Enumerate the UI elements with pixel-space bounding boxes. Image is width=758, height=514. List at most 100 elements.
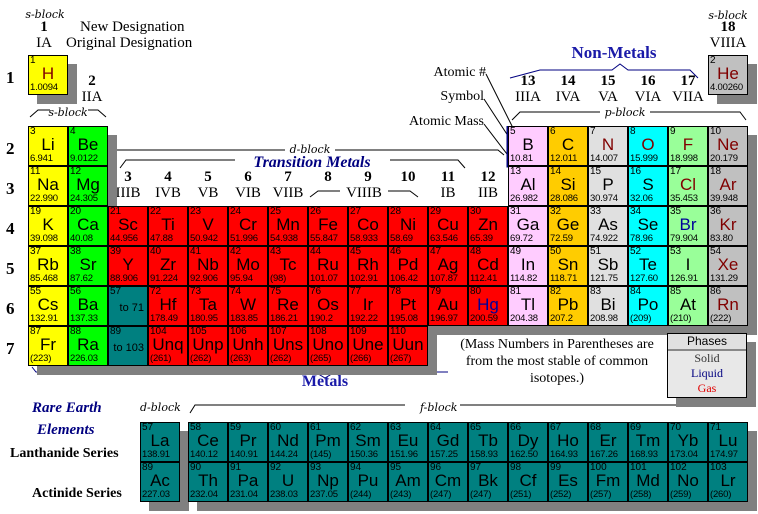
element-cell-Unp[interactable]: 105 Unp (262)	[188, 326, 228, 366]
element-cell-Dy[interactable]: 66 Dy 162.50	[508, 422, 548, 462]
element-cell-Se[interactable]: 34 Se 78.96	[628, 206, 668, 246]
element-cell-Zn[interactable]: 30 Zn 65.39	[468, 206, 508, 246]
element-cell-In[interactable]: 49 In 114.82	[508, 246, 548, 286]
element-cell-Tb[interactable]: 65 Tb 158.93	[468, 422, 508, 462]
element-cell-Na[interactable]: 11 Na 22.990	[28, 166, 68, 206]
element-cell-Yb[interactable]: 70 Yb 173.04	[668, 422, 708, 462]
element-cell-Ta[interactable]: 73 Ta 180.95	[188, 286, 228, 326]
element-cell-Si[interactable]: 14 Si 28.086	[548, 166, 588, 206]
element-cell-Sr[interactable]: 38 Sr 87.62	[68, 246, 108, 286]
element-cell-Fm[interactable]: 100 Fm (257)	[588, 462, 628, 502]
element-cell-Mg[interactable]: 12 Mg 24.305	[68, 166, 108, 206]
element-cell-Pr[interactable]: 59 Pr 140.91	[228, 422, 268, 462]
element-cell-As[interactable]: 33 As 74.922	[588, 206, 628, 246]
element-cell-Rh[interactable]: 45 Rh 102.91	[348, 246, 388, 286]
element-cell-Ar[interactable]: 18 Ar 39.948	[708, 166, 748, 206]
element-cell-Ca[interactable]: 20 Ca 40.08	[68, 206, 108, 246]
element-cell-F[interactable]: 9 F 18.998	[668, 126, 708, 166]
element-cell-Ac[interactable]: 89 Ac 227.03	[140, 462, 180, 502]
element-cell-Fe[interactable]: 26 Fe 55.847	[308, 206, 348, 246]
element-cell-Rn[interactable]: 86 Rn (222)	[708, 286, 748, 326]
element-cell-P[interactable]: 15 P 30.974	[588, 166, 628, 206]
element-cell-I[interactable]: 53 I 126.91	[668, 246, 708, 286]
element-cell-Ir[interactable]: 77 Ir 192.22	[348, 286, 388, 326]
element-cell-Zr[interactable]: 40 Zr 91.224	[148, 246, 188, 286]
element-cell-Te[interactable]: 52 Te 127.60	[628, 246, 668, 286]
element-cell-Sn[interactable]: 50 Sn 118.71	[548, 246, 588, 286]
element-cell-Ru[interactable]: 44 Ru 101.07	[308, 246, 348, 286]
element-cell-Uno[interactable]: 108 Uno (265)	[308, 326, 348, 366]
element-cell-N[interactable]: 7 N 14.007	[588, 126, 628, 166]
element-cell-Es[interactable]: 99 Es (252)	[548, 462, 588, 502]
element-cell-Li[interactable]: 3 Li 6.941	[28, 126, 68, 166]
element-cell-Am[interactable]: 95 Am (243)	[388, 462, 428, 502]
element-cell-Sb[interactable]: 51 Sb 121.75	[588, 246, 628, 286]
element-cell-Al[interactable]: 13 Al 26.982	[508, 166, 548, 206]
element-cell-Uun[interactable]: 110 Uun (267)	[388, 326, 428, 366]
element-cell-Ge[interactable]: 32 Ge 72.59	[548, 206, 588, 246]
element-cell-Eu[interactable]: 63 Eu 151.96	[388, 422, 428, 462]
element-cell-O[interactable]: 8 O 15.999	[628, 126, 668, 166]
element-cell-Pb[interactable]: 82 Pb 207.2	[548, 286, 588, 326]
element-cell-Bk[interactable]: 97 Bk (247)	[468, 462, 508, 502]
element-cell-Rb[interactable]: 37 Rb 85.468	[28, 246, 68, 286]
element-cell-U[interactable]: 92 U 238.03	[268, 462, 308, 502]
element-cell-Th[interactable]: 90 Th 232.04	[188, 462, 228, 502]
element-cell-Cm[interactable]: 96 Cm (247)	[428, 462, 468, 502]
element-cell-Cl[interactable]: 17 Cl 35.453	[668, 166, 708, 206]
element-cell-Nb[interactable]: 41 Nb 92.906	[188, 246, 228, 286]
element-cell-Ti[interactable]: 22 Ti 47.88	[148, 206, 188, 246]
element-cell-Ne[interactable]: 10 Ne 20.179	[708, 126, 748, 166]
element-cell-Pu[interactable]: 94 Pu (244)	[348, 462, 388, 502]
element-cell-Np[interactable]: 93 Np 237.05	[308, 462, 348, 502]
element-cell-Os[interactable]: 76 Os 190.2	[308, 286, 348, 326]
element-cell-Md[interactable]: 101 Md (258)	[628, 462, 668, 502]
element-cell-Unh[interactable]: 106 Unh (263)	[228, 326, 268, 366]
element-cell-Nd[interactable]: 60 Nd 144.24	[268, 422, 308, 462]
element-cell-Be[interactable]: 4 Be 9.0122	[68, 126, 108, 166]
element-cell-Mo[interactable]: 42 Mo 95.94	[228, 246, 268, 286]
element-cell-Hf[interactable]: 72 Hf 178.49	[148, 286, 188, 326]
element-cell-Ba[interactable]: 56 Ba 137.33	[68, 286, 108, 326]
element-cell-Fr[interactable]: 87 Fr (223)	[28, 326, 68, 366]
rare-earth-placeholder-cell[interactable]: 57 to 71	[108, 286, 148, 326]
element-cell-Ce[interactable]: 58 Ce 140.12	[188, 422, 228, 462]
element-cell-Hg[interactable]: 80 Hg 200.59	[468, 286, 508, 326]
element-cell-Lr[interactable]: 103 Lr (260)	[708, 462, 748, 502]
element-cell-H[interactable]: 1 H 1.0094	[28, 55, 68, 95]
element-cell-Cf[interactable]: 98 Cf (251)	[508, 462, 548, 502]
element-cell-W[interactable]: 74 W 183.85	[228, 286, 268, 326]
element-cell-Pd[interactable]: 46 Pd 106.42	[388, 246, 428, 286]
element-cell-Ag[interactable]: 47 Ag 107.87	[428, 246, 468, 286]
element-cell-Tc[interactable]: 43 Tc (98)	[268, 246, 308, 286]
element-cell-Er[interactable]: 68 Er 167.26	[588, 422, 628, 462]
element-cell-La[interactable]: 57 La 138.91	[140, 422, 180, 462]
element-cell-Xe[interactable]: 54 Xe 131.29	[708, 246, 748, 286]
element-cell-Ra[interactable]: 88 Ra 226.03	[68, 326, 108, 366]
element-cell-Ga[interactable]: 31 Ga 69.72	[508, 206, 548, 246]
element-cell-Cd[interactable]: 48 Cd 112.41	[468, 246, 508, 286]
element-cell-Mn[interactable]: 25 Mn 54.938	[268, 206, 308, 246]
element-cell-Ho[interactable]: 67 Ho 164.93	[548, 422, 588, 462]
element-cell-Au[interactable]: 79 Au 196.97	[428, 286, 468, 326]
element-cell-Cr[interactable]: 24 Cr 51.996	[228, 206, 268, 246]
element-cell-Cu[interactable]: 29 Cu 63.546	[428, 206, 468, 246]
element-cell-Unq[interactable]: 104 Unq (261)	[148, 326, 188, 366]
element-cell-Co[interactable]: 27 Co 58.933	[348, 206, 388, 246]
element-cell-No[interactable]: 102 No (259)	[668, 462, 708, 502]
element-cell-Re[interactable]: 75 Re 186.21	[268, 286, 308, 326]
element-cell-Gd[interactable]: 64 Gd 157.25	[428, 422, 468, 462]
element-cell-Une[interactable]: 109 Une (266)	[348, 326, 388, 366]
element-cell-Pt[interactable]: 78 Pt 195.08	[388, 286, 428, 326]
element-cell-Po[interactable]: 84 Po (209)	[628, 286, 668, 326]
element-cell-Pa[interactable]: 91 Pa 231.04	[228, 462, 268, 502]
element-cell-Bi[interactable]: 83 Bi 208.98	[588, 286, 628, 326]
element-cell-He[interactable]: 2 He 4.00260	[708, 55, 748, 95]
element-cell-S[interactable]: 16 S 32.06	[628, 166, 668, 206]
element-cell-Lu[interactable]: 71 Lu 174.97	[708, 422, 748, 462]
element-cell-At[interactable]: 85 At (210)	[668, 286, 708, 326]
element-cell-K[interactable]: 19 K 39.098	[28, 206, 68, 246]
element-cell-Uns[interactable]: 107 Uns (262)	[268, 326, 308, 366]
element-cell-Ni[interactable]: 28 Ni 58.69	[388, 206, 428, 246]
element-cell-B[interactable]: 5 B 10.81	[508, 126, 548, 166]
